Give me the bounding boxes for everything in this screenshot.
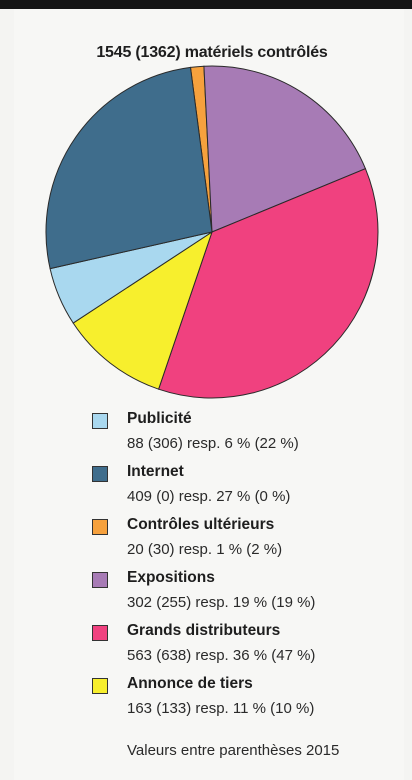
legend-label: Annonce de tiers — [127, 675, 253, 692]
legend-swatch — [92, 572, 108, 588]
legend-label: Internet — [127, 463, 184, 480]
legend-label: Expositions — [127, 569, 215, 586]
legend-swatch — [92, 519, 108, 535]
pie-chart — [45, 65, 379, 399]
legend-label: Grands distributeurs — [127, 622, 281, 639]
legend: Publicité 88 (306) resp. 6 % (22 %) Intern… — [92, 410, 392, 728]
legend-value: 20 (30) resp. 1 % (2 %) — [127, 541, 283, 558]
legend-value: 88 (306) resp. 6 % (22 %) — [127, 435, 299, 452]
pie-slices — [45, 65, 379, 399]
legend-value: 302 (255) resp. 19 % (19 %) — [127, 594, 316, 611]
pie-slice-grands-distributeurs — [157, 168, 379, 399]
legend-item: Grands distributeurs 563 (638) resp. 36 %… — [92, 622, 392, 675]
legend-label: Publicité — [127, 410, 192, 427]
legend-value: 409 (0) resp. 27 % (0 %) — [127, 488, 291, 505]
legend-value: 563 (638) resp. 36 % (47 %) — [127, 647, 316, 664]
legend-value: 163 (133) resp. 11 % (10 %) — [127, 700, 315, 717]
legend-item: Publicité 88 (306) resp. 6 % (22 %) — [92, 410, 392, 463]
pie-slice-annonce-de-tiers — [72, 230, 213, 390]
legend-item: Expositions 302 (255) resp. 19 % (19 %) — [92, 569, 392, 622]
chart-title: 1545 (1362) matériels contrôlés — [96, 44, 328, 61]
legend-item: Internet 409 (0) resp. 27 % (0 %) — [92, 463, 392, 516]
legend-label: Contrôles ultérieurs — [127, 516, 275, 533]
legend-swatch — [92, 466, 108, 482]
top-bar — [0, 0, 412, 9]
legend-item: Contrôles ultérieurs 20 (30) resp. 1 % (2… — [92, 516, 392, 569]
pie-slice-expositions — [203, 65, 367, 233]
footnote: Valeurs entre parenthèses 2015 — [127, 742, 340, 759]
pie-slice-internet — [45, 66, 213, 270]
legend-item: Annonce de tiers 163 (133) resp. 11 % (10… — [92, 675, 392, 728]
legend-swatch — [92, 625, 108, 641]
legend-swatch — [92, 413, 108, 429]
legend-swatch — [92, 678, 108, 694]
